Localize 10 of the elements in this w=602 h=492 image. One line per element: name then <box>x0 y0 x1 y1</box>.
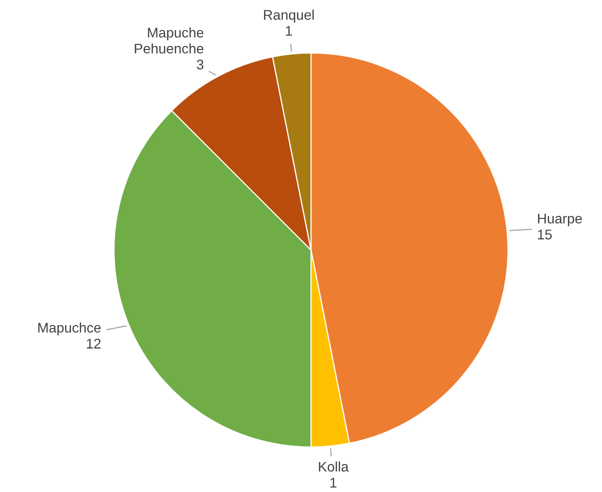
data-label: 15 <box>538 230 552 240</box>
slice-label: Mapuche Pehuenche <box>134 27 204 54</box>
slice-label: Ranquel <box>264 10 314 23</box>
slice-label: Mapuchce <box>38 322 101 336</box>
slice-label: Kolla <box>318 461 349 472</box>
data-label: 1 <box>286 26 292 36</box>
data-label: 3 <box>196 60 204 70</box>
data-label: 12 <box>86 338 101 348</box>
data-label: 1 <box>330 478 336 488</box>
slice-label: Huarpe <box>538 214 582 226</box>
